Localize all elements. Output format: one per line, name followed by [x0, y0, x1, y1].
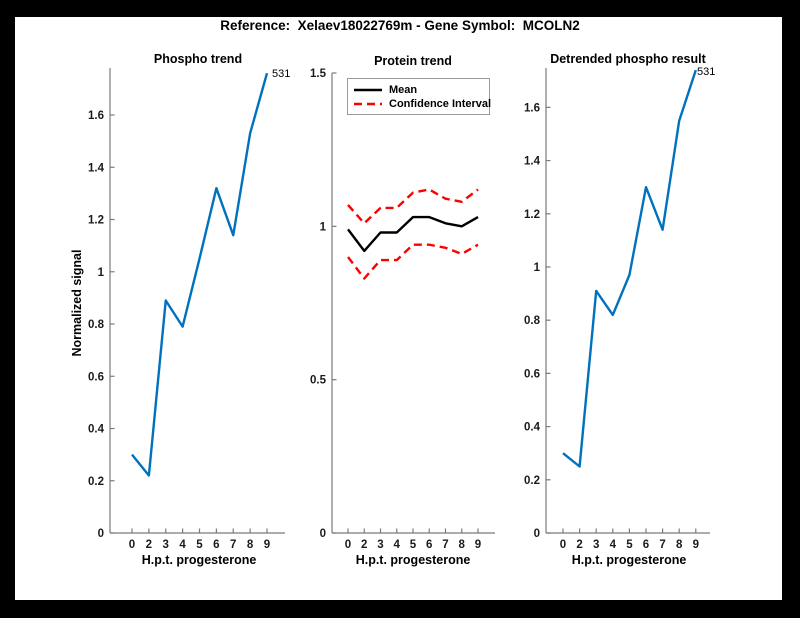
legend-entry-confidence-interval: Confidence Interval	[348, 97, 492, 111]
y-tick-label: 0.6	[88, 371, 104, 383]
x-tick-label: 0	[560, 539, 566, 551]
series-line-detrended-phospho-signal	[562, 69, 697, 468]
mean-line-sample-icon	[354, 88, 382, 92]
x-tick-label: 8	[247, 539, 254, 551]
y-tick-label: 1.4	[88, 162, 105, 174]
x-tick-label: 9	[264, 539, 270, 551]
y-tick-label: 0.8	[524, 315, 541, 327]
y-tick-label: 1.6	[524, 102, 540, 114]
x-tick-label: 5	[626, 539, 633, 551]
x-tick-label: 6	[643, 539, 649, 551]
subplot3-line-annotation: 531	[697, 66, 716, 78]
legend-box: Mean Confidence Interval	[347, 78, 492, 115]
x-tick-label: 6	[213, 539, 219, 551]
x-tick-label: 3	[377, 539, 383, 551]
x-tick-label: 5	[196, 539, 203, 551]
subplot2-xlabel: H.p.t. progesterone	[355, 553, 471, 567]
y-tick-label: 0.6	[524, 368, 540, 380]
subplot1-xlabel: H.p.t. progesterone	[141, 553, 257, 567]
x-tick-label: 2	[146, 539, 152, 551]
x-tick-label: 7	[442, 539, 448, 551]
series-line-phospho-signal	[131, 72, 269, 477]
x-tick-label: 4	[179, 539, 186, 551]
y-tick-label: 1.4	[524, 156, 541, 168]
x-tick-label: 0	[129, 539, 135, 551]
x-tick-label: 0	[345, 539, 351, 551]
x-tick-label: 8	[676, 539, 683, 551]
series-line-mean	[347, 215, 479, 253]
x-tick-label: 9	[475, 539, 481, 551]
subplot3-title: Detrended phospho result	[550, 52, 706, 66]
legend-label-mean: Mean	[389, 84, 418, 96]
y-tick-label: 1.2	[524, 209, 540, 221]
y-tick-label: 0.4	[524, 422, 541, 434]
series-line-confidence-interval-lower	[347, 243, 479, 280]
y-tick-label: 0	[534, 528, 540, 540]
series-line-confidence-interval-upper	[347, 188, 479, 225]
x-tick-label: 7	[659, 539, 665, 551]
x-tick-label: 9	[693, 539, 699, 551]
y-tick-label: 1	[320, 221, 327, 233]
x-tick-label: 5	[410, 539, 417, 551]
x-tick-label: 4	[610, 539, 617, 551]
x-tick-label: 3	[593, 539, 599, 551]
subplot1-ylabel: Normalized signal	[70, 249, 84, 357]
y-tick-label: 1	[534, 262, 541, 274]
x-tick-label: 8	[459, 539, 466, 551]
y-tick-label: 0.5	[310, 375, 327, 387]
confidence-interval-line-sample-icon	[354, 102, 382, 106]
figure-title: Reference: Xelaev18022769m - Gene Symbol…	[220, 18, 580, 33]
y-tick-label: 0	[320, 528, 326, 540]
x-tick-label: 2	[361, 539, 367, 551]
x-tick-label: 7	[230, 539, 236, 551]
y-tick-label: 1.5	[310, 68, 327, 80]
y-tick-label: 1.2	[88, 215, 104, 227]
y-tick-label: 0.4	[88, 424, 105, 436]
y-tick-label: 1	[98, 267, 105, 279]
y-tick-label: 0.2	[88, 476, 104, 488]
x-tick-label: 3	[163, 539, 169, 551]
legend-label-confidence-interval: Confidence Interval	[389, 98, 492, 110]
y-tick-label: 1.6	[88, 110, 104, 122]
x-tick-label: 6	[426, 539, 432, 551]
y-tick-label: 0.2	[524, 475, 540, 487]
x-tick-label: 2	[576, 539, 582, 551]
subplot2-title: Protein trend	[374, 54, 452, 68]
subplot3-xlabel: H.p.t. progesterone	[571, 553, 687, 567]
y-tick-label: 0.8	[88, 319, 105, 331]
legend-entry-mean: Mean	[348, 83, 489, 97]
subplot1-line-annotation: 531	[272, 68, 291, 80]
x-tick-label: 4	[394, 539, 401, 551]
subplot1-title: Phospho trend	[153, 52, 243, 66]
y-tick-label: 0	[98, 528, 104, 540]
